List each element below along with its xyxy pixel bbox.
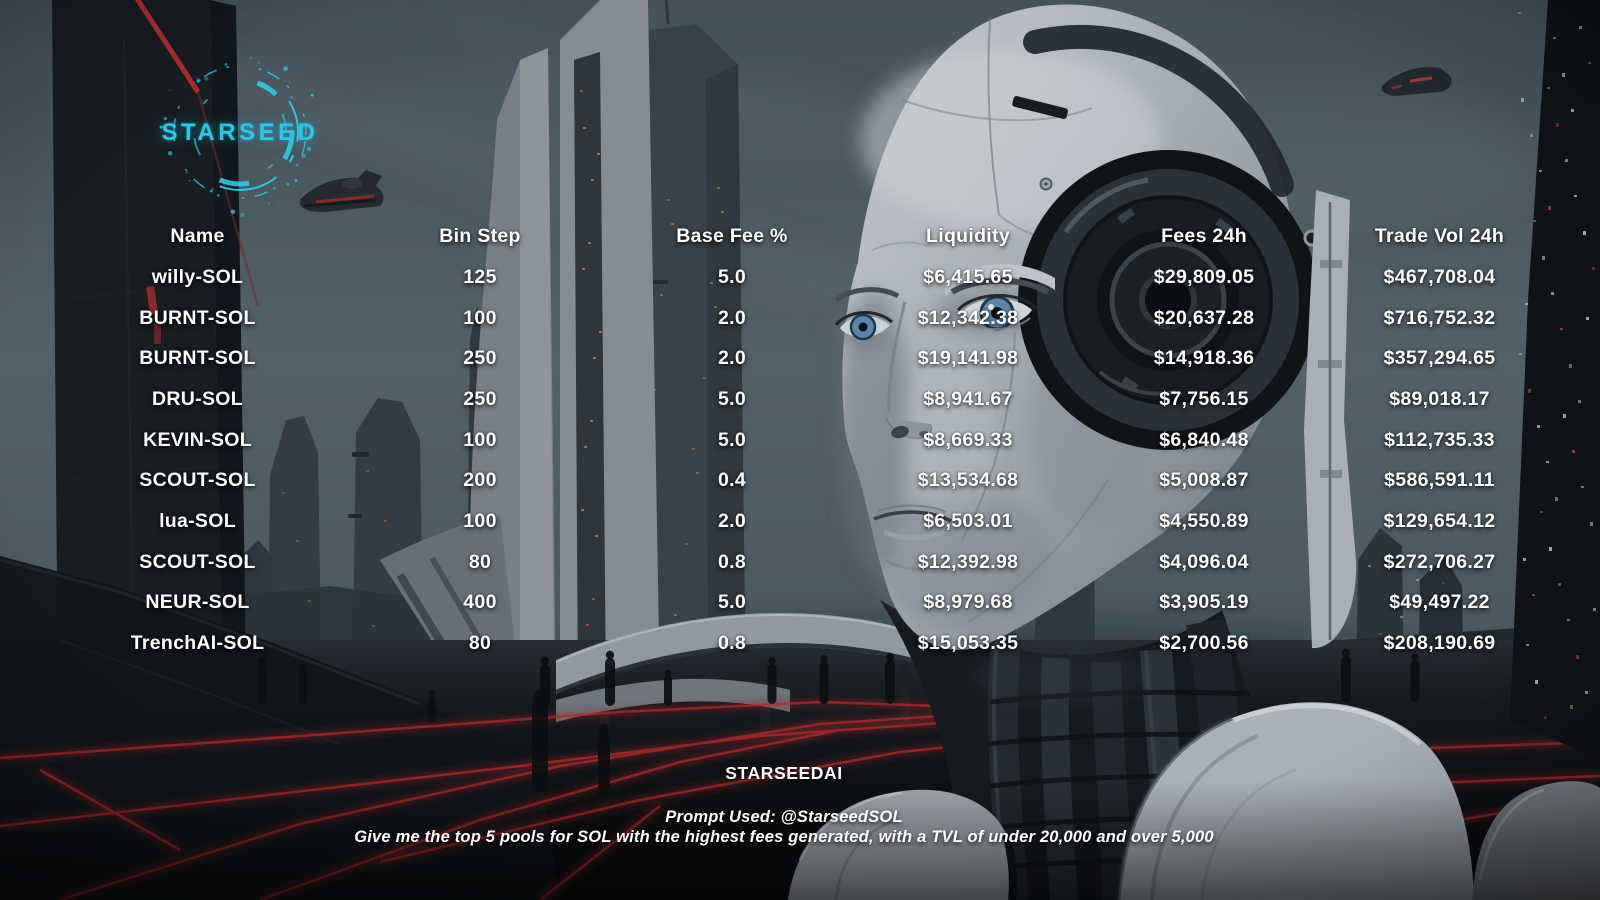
cell-fees-24h: $2,700.56: [1159, 632, 1249, 655]
cell-base-fee: 0.8: [717, 550, 746, 573]
cell-fees-24h: $4,550.89: [1159, 509, 1249, 532]
logo-ring-icon: [159, 57, 314, 218]
cell-base-fee: 0.8: [717, 632, 746, 655]
cell-name: BURNT-SOL: [139, 347, 256, 370]
cell-fees-24h: $7,756.15: [1159, 387, 1249, 410]
cell-liquidity: $6,415.65: [923, 265, 1013, 288]
cell-fees-24h: $3,905.19: [1159, 591, 1249, 614]
cell-trade-vol: $112,735.33: [1384, 428, 1495, 451]
cell-name: NEUR-SOL: [145, 591, 250, 614]
cell-trade-vol: $208,190.69: [1383, 632, 1496, 655]
cell-base-fee: 0.4: [717, 469, 746, 492]
col-header-bin-step: Bin Step: [439, 224, 521, 247]
cell-liquidity: $19,141.98: [917, 347, 1019, 370]
cell-name: lua-SOL: [159, 509, 236, 532]
cell-liquidity: $12,342.38: [917, 306, 1019, 329]
cell-name: KEVIN-SOL: [143, 428, 252, 451]
cell-trade-vol: $586,591.11: [1384, 469, 1495, 492]
cell-liquidity: $8,941.67: [923, 387, 1013, 410]
cell-fees-24h: $6,840.48: [1159, 428, 1249, 451]
cell-bin-step: 80: [468, 632, 492, 655]
footer-brand: STARSEEDAI: [725, 763, 843, 783]
pools-table: Name Bin Step Base Fee % Liquidity Fees …: [49, 215, 1557, 664]
cell-name: SCOUT-SOL: [139, 550, 256, 573]
footer-prompt-label: Prompt Used: @StarseedSOL: [665, 808, 903, 826]
col-header-name: Name: [170, 224, 225, 247]
cell-trade-vol: $716,752.32: [1383, 306, 1496, 329]
col-header-base-fee: Base Fee %: [676, 224, 788, 247]
cell-base-fee: 2.0: [717, 509, 746, 532]
cell-base-fee: 5.0: [717, 428, 746, 451]
cell-liquidity: $13,534.68: [917, 469, 1019, 492]
col-header-liquidity: Liquidity: [926, 224, 1010, 247]
footer-prompt-text: Give me the top 5 pools for SOL with the…: [354, 828, 1214, 846]
cell-liquidity: $8,979.68: [923, 591, 1013, 614]
cell-base-fee: 5.0: [717, 591, 746, 614]
cell-trade-vol: $129,654.12: [1383, 509, 1496, 532]
cell-bin-step: 80: [468, 550, 492, 573]
cell-name: DRU-SOL: [152, 387, 243, 410]
cell-liquidity: $6,503.01: [923, 509, 1013, 532]
cell-bin-step: 250: [463, 347, 497, 370]
cell-liquidity: $12,392.98: [917, 550, 1019, 573]
logo-wordmark: STARSEED: [161, 119, 319, 146]
cell-trade-vol: $89,018.17: [1389, 387, 1490, 410]
cell-liquidity: $8,669.33: [923, 428, 1013, 451]
cell-bin-step: 400: [463, 591, 497, 614]
cell-base-fee: 2.0: [717, 347, 746, 370]
cell-name: SCOUT-SOL: [139, 469, 256, 492]
cell-fees-24h: $4,096.04: [1159, 550, 1249, 573]
cell-base-fee: 2.0: [717, 306, 746, 329]
cell-trade-vol: $467,708.04: [1383, 265, 1496, 288]
cell-base-fee: 5.0: [717, 265, 746, 288]
cell-fees-24h: $5,008.87: [1159, 469, 1249, 492]
cell-name: BURNT-SOL: [139, 306, 256, 329]
cell-name: TrenchAI-SOL: [130, 632, 265, 655]
cell-base-fee: 5.0: [717, 387, 746, 410]
cell-bin-step: 100: [463, 306, 497, 329]
cell-fees-24h: $14,918.36: [1153, 347, 1255, 370]
col-header-trade-vol-24h: Trade Vol 24h: [1374, 224, 1505, 247]
cell-bin-step: 250: [463, 387, 497, 410]
cell-liquidity: $15,053.35: [917, 632, 1019, 655]
cell-trade-vol: $272,706.27: [1383, 550, 1496, 573]
cell-bin-step: 200: [463, 469, 497, 492]
col-header-fees-24h: Fees 24h: [1161, 224, 1247, 247]
cell-trade-vol: $357,294.65: [1383, 347, 1496, 370]
cell-fees-24h: $29,809.05: [1153, 265, 1255, 288]
cell-fees-24h: $20,637.28: [1153, 306, 1255, 329]
cell-name: willy-SOL: [151, 265, 244, 288]
cell-trade-vol: $49,497.22: [1389, 591, 1490, 614]
cell-bin-step: 100: [463, 509, 497, 532]
cell-bin-step: 100: [463, 428, 497, 451]
cell-bin-step: 125: [463, 265, 497, 288]
